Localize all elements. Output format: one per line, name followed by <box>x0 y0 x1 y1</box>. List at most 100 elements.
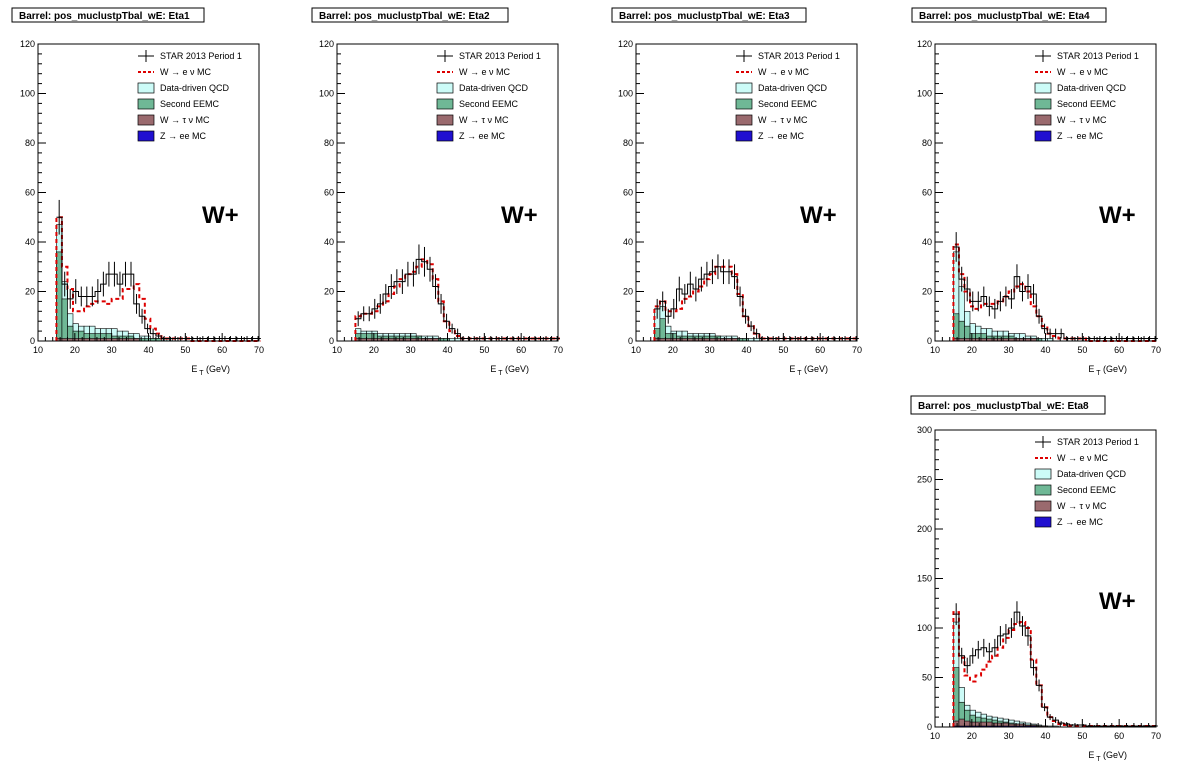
chart-title-box <box>311 7 509 23</box>
second-eemc-bin <box>958 320 965 342</box>
legend-swatch <box>735 130 753 142</box>
x-tick-label: 30 <box>705 345 715 355</box>
x-axis-label: E T (GeV) <box>789 364 828 377</box>
legend-label: Second EEMC <box>1057 99 1117 109</box>
x-tick-label: 40 <box>1040 345 1050 355</box>
y-tick-label: 100 <box>319 89 334 99</box>
y-tick-label: 80 <box>25 138 35 148</box>
legend-label: W → e ν MC <box>758 67 809 77</box>
legend: STAR 2013 Period 1 W → e ν MC Data-driven … <box>1034 436 1139 528</box>
x-tick-label: 10 <box>930 345 940 355</box>
legend-swatch <box>1034 82 1052 94</box>
legend-label: W → τ ν MC <box>758 115 808 125</box>
y-tick-label: 80 <box>623 138 633 148</box>
chart-title: Barrel: pos_muclustpTbal_wE: Eta8 <box>918 401 1089 412</box>
x-tick-label: 60 <box>516 345 526 355</box>
x-tick-label: 60 <box>217 345 227 355</box>
y-tick-label: 60 <box>623 188 633 198</box>
x-tick-label: 40 <box>741 345 751 355</box>
y-tick-label: 120 <box>917 39 932 49</box>
legend-swatch <box>1034 468 1052 480</box>
x-axis-label: E T (GeV) <box>490 364 529 377</box>
legend: STAR 2013 Period 1 W → e ν MC Data-driven … <box>735 50 840 142</box>
legend-label: Second EEMC <box>1057 485 1117 495</box>
chart-panel-4: Barrel: pos_muclustpTbal_wE: Eta4 10 20 30 4… <box>911 7 1161 377</box>
x-tick-label: 50 <box>1077 731 1087 741</box>
y-tick-label: 80 <box>922 138 932 148</box>
y-tick-label: 20 <box>324 287 334 297</box>
legend-swatch <box>735 114 753 126</box>
y-tick-label: 20 <box>25 287 35 297</box>
legend-label: STAR 2013 Period 1 <box>758 51 840 61</box>
legend-label: STAR 2013 Period 1 <box>160 51 242 61</box>
legend-label: W → τ ν MC <box>459 115 509 125</box>
legend-swatch <box>436 98 454 110</box>
chart-panel-3: Barrel: pos_muclustpTbal_wE: Eta3 10 20 30 4… <box>611 7 862 377</box>
legend-swatch <box>436 130 454 142</box>
legend-label: W → e ν MC <box>1057 453 1108 463</box>
y-tick-label: 80 <box>324 138 334 148</box>
chart-title-box <box>911 7 1107 23</box>
chart-title-box <box>910 395 1106 415</box>
y-tick-label: 20 <box>922 287 932 297</box>
legend: STAR 2013 Period 1 W → e ν MC Data-driven … <box>1034 50 1139 142</box>
x-tick-label: 40 <box>143 345 153 355</box>
x-tick-label: 40 <box>1040 731 1050 741</box>
legend-swatch <box>1034 98 1052 110</box>
x-tick-label: 30 <box>107 345 117 355</box>
legend-label: W → τ ν MC <box>1057 501 1107 511</box>
x-tick-label: 60 <box>1114 731 1124 741</box>
legend-label: STAR 2013 Period 1 <box>459 51 541 61</box>
y-tick-label: 0 <box>30 336 35 346</box>
legend-label: Z → ee MC <box>459 131 506 141</box>
x-tick-label: 60 <box>815 345 825 355</box>
x-tick-label: 50 <box>1077 345 1087 355</box>
star-data-outline <box>953 246 1158 340</box>
second-eemc-bin <box>659 318 666 342</box>
legend-swatch <box>735 98 753 110</box>
x-tick-label: 70 <box>1151 731 1161 741</box>
chart-title-box <box>611 7 807 23</box>
y-tick-label: 60 <box>25 188 35 198</box>
w-enu-mc-line <box>653 265 859 341</box>
annotation-w-plus: W+ <box>202 202 239 229</box>
x-tick-label: 50 <box>180 345 190 355</box>
legend-label: Data-driven QCD <box>1057 469 1127 479</box>
x-tick-label: 30 <box>1004 731 1014 741</box>
legend-label: Z → ee MC <box>1057 517 1104 527</box>
legend-swatch <box>436 82 454 94</box>
y-tick-label: 60 <box>922 188 932 198</box>
legend-swatch <box>137 130 155 142</box>
legend-label: Z → ee MC <box>758 131 805 141</box>
y-tick-label: 0 <box>927 722 932 732</box>
legend: STAR 2013 Period 1 W → e ν MC Data-driven … <box>436 50 541 142</box>
star-data-outline <box>56 216 261 340</box>
legend-swatch <box>1034 484 1052 496</box>
chart-title-box <box>11 7 205 23</box>
legend-label: Data-driven QCD <box>1057 83 1127 93</box>
legend-swatch <box>137 82 155 94</box>
y-tick-label: 120 <box>20 39 35 49</box>
legend-swatch <box>735 82 753 94</box>
legend-label: W → τ ν MC <box>160 115 210 125</box>
y-tick-label: 100 <box>917 89 932 99</box>
x-tick-label: 50 <box>778 345 788 355</box>
x-tick-label: 30 <box>406 345 416 355</box>
y-tick-label: 0 <box>329 336 334 346</box>
y-tick-label: 250 <box>917 475 932 485</box>
annotation-w-plus: W+ <box>800 202 837 229</box>
y-tick-label: 0 <box>628 336 633 346</box>
x-tick-label: 30 <box>1004 345 1014 355</box>
legend-swatch <box>1034 500 1052 512</box>
legend-swatch <box>1034 114 1052 126</box>
legend-label: W → τ ν MC <box>1057 115 1107 125</box>
legend-swatch <box>436 114 454 126</box>
x-tick-label: 70 <box>852 345 862 355</box>
legend-label: Data-driven QCD <box>160 83 230 93</box>
legend-label: Second EEMC <box>758 99 818 109</box>
legend-label: Z → ee MC <box>160 131 207 141</box>
x-axis-label: E T (GeV) <box>191 364 230 377</box>
w-enu-mc-line <box>952 611 1158 728</box>
chart-title: Barrel: pos_muclustpTbal_wE: Eta4 <box>919 11 1090 22</box>
